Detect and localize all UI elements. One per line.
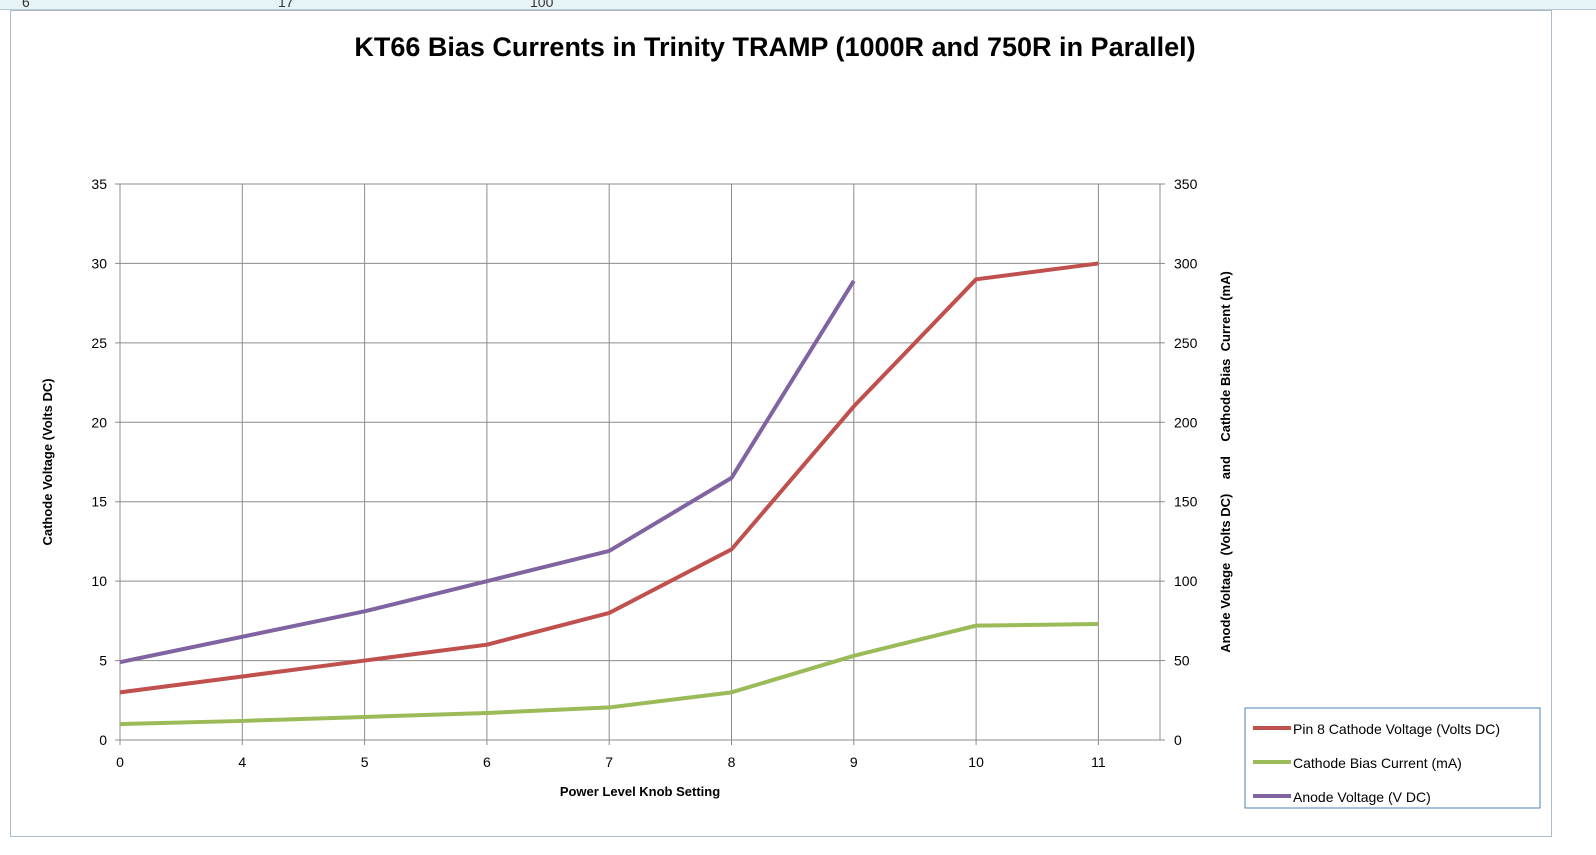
y2-tick-label: 100 xyxy=(1174,573,1198,589)
chart-area[interactable] xyxy=(10,10,1552,837)
chart-title: KT66 Bias Currents in Trinity TRAMP (100… xyxy=(354,32,1195,62)
legend: Pin 8 Cathode Voltage (Volts DC) Cathode … xyxy=(1244,707,1541,809)
cell-value: 100 xyxy=(530,0,554,10)
y2-tick-label: 150 xyxy=(1174,494,1198,510)
y-tick-label: 25 xyxy=(91,335,107,351)
x-tick-label: 10 xyxy=(968,754,984,770)
y-tick-label: 30 xyxy=(91,255,107,271)
y2-tick-label: 300 xyxy=(1174,255,1198,271)
x-tick-label: 5 xyxy=(361,754,369,770)
y2-axis-label: Anode Voltage (Volts DC) and Cathode Bia… xyxy=(1218,271,1233,653)
y-tick-label: 15 xyxy=(91,494,107,510)
y2-tick-label: 350 xyxy=(1174,176,1198,192)
legend-label: Anode Voltage (V DC) xyxy=(1293,789,1431,805)
y-tick-label: 35 xyxy=(91,176,107,192)
x-tick-label: 9 xyxy=(850,754,858,770)
x-tick-label: 8 xyxy=(728,754,736,770)
y-tick-label: 20 xyxy=(91,414,107,430)
cell-value: 17 xyxy=(278,0,294,10)
legend-box xyxy=(1244,707,1541,809)
y-tick-label: 10 xyxy=(91,573,107,589)
cell-value: 6 xyxy=(22,0,30,10)
x-tick-label: 6 xyxy=(483,754,491,770)
x-tick-label: 4 xyxy=(238,754,246,770)
y2-tick-label: 250 xyxy=(1174,335,1198,351)
legend-label: Pin 8 Cathode Voltage (Volts DC) xyxy=(1293,721,1500,737)
legend-label: Cathode Bias Current (mA) xyxy=(1293,755,1462,771)
x-tick-label: 11 xyxy=(1091,754,1106,770)
y2-tick-label: 50 xyxy=(1174,653,1190,669)
y2-tick-label: 0 xyxy=(1174,732,1182,748)
y2-tick-label: 200 xyxy=(1174,414,1198,430)
y-axis-label: Cathode Voltage (Volts DC) xyxy=(40,378,55,545)
y-tick-label: 5 xyxy=(99,653,107,669)
spreadsheet-column-strip: 6 17 100 xyxy=(0,0,1596,10)
x-tick-label: 7 xyxy=(605,754,613,770)
y-tick-label: 0 xyxy=(99,732,107,748)
x-axis-label: Power Level Knob Setting xyxy=(560,784,720,799)
x-tick-label: 0 xyxy=(116,754,124,770)
